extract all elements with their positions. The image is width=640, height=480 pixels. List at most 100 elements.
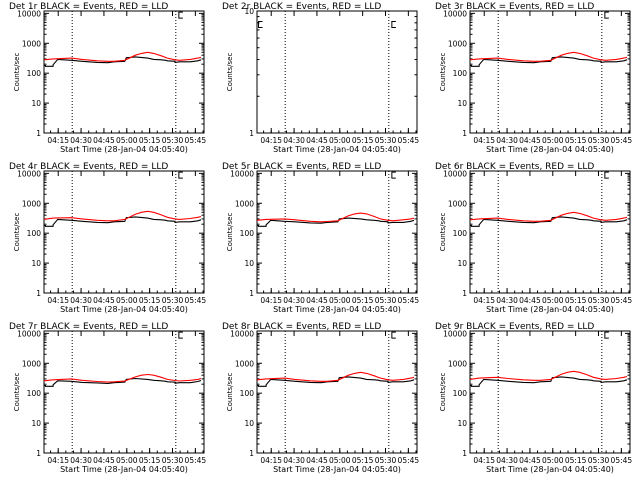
y-tick-label: 100 [453, 69, 468, 78]
bracket-mark [391, 331, 396, 339]
x-tick-label: 04:45 [306, 136, 328, 145]
x-tick-label: 04:15 [473, 296, 495, 305]
y-axis-label: Counts/sec [439, 373, 447, 412]
detector-panel-1: Det 1r BLACK = Events, RED = LLD 1 10 100 10… [9, 2, 206, 154]
x-tick-label: 04:45 [306, 296, 328, 305]
x-tick-label: 04:30 [496, 456, 518, 465]
x-tick-label: 04:15 [47, 456, 69, 465]
x-tick-label: 05:45 [185, 136, 207, 145]
y-axis-label: Counts/sec [439, 53, 447, 92]
lld-rate-line [256, 371, 415, 382]
y-tick-label: 10000 [230, 329, 254, 338]
x-tick-label: 04:45 [519, 136, 541, 145]
x-axis-label: Start Time (28-Jan-04 04:05:40) [273, 145, 401, 154]
x-tick-label: 05:45 [611, 456, 633, 465]
lld-rate-line [256, 212, 415, 223]
y-tick-label: 1 [249, 129, 254, 138]
x-tick-label: 05:30 [375, 296, 397, 305]
events-rate-line [257, 217, 415, 227]
plot-frame [256, 170, 418, 294]
x-axis-label: Start Time (28-Jan-04 04:05:40) [60, 305, 188, 314]
events-rate-line [44, 216, 202, 227]
x-tick-label: 05:00 [116, 296, 138, 305]
panel-title: Det 1r BLACK = Events, RED = LLD [9, 2, 168, 12]
bracket-mark [178, 331, 183, 339]
x-tick-label: 04:30 [70, 296, 92, 305]
y-tick-label: 100 [240, 389, 255, 398]
bracket-mark [604, 171, 609, 179]
y-axis-label: Counts/sec [13, 373, 21, 412]
y-tick-label: 1 [249, 449, 254, 458]
x-tick-label: 05:45 [185, 456, 207, 465]
x-tick-label: 04:45 [93, 296, 115, 305]
x-tick-label: 05:30 [162, 136, 184, 145]
plot-frame [43, 330, 205, 454]
x-tick-label: 04:15 [47, 296, 69, 305]
bracket-mark [178, 11, 183, 19]
bracket-mark [258, 21, 263, 29]
x-tick-label: 05:45 [398, 296, 420, 305]
detector-panel-5: Det 5r BLACK = Events, RED = LLD 1 10 100 10… [222, 162, 419, 314]
panel-title: Det 4r BLACK = Events, RED = LLD [9, 162, 168, 172]
x-axis-label: Start Time (28-Jan-04 04:05:40) [486, 145, 614, 154]
y-tick-label: 1000 [22, 199, 41, 208]
x-tick-label: 04:30 [496, 136, 518, 145]
y-axis-label: Counts/sec [226, 373, 234, 412]
plot-frame [469, 330, 631, 454]
y-tick-label: 10 [457, 99, 467, 108]
x-tick-label: 05:00 [542, 456, 564, 465]
detector-panel-4: Det 4r BLACK = Events, RED = LLD 1 10 100 10… [9, 162, 206, 314]
x-tick-label: 04:30 [70, 136, 92, 145]
y-tick-label: 100 [240, 229, 255, 238]
panel-title: Det 7r BLACK = Events, RED = LLD [9, 322, 168, 332]
detector-panel-7: Det 7r BLACK = Events, RED = LLD 1 10 100 10… [9, 322, 206, 474]
x-tick-label: 04:30 [496, 296, 518, 305]
x-tick-label: 05:00 [542, 136, 564, 145]
y-tick-label: 1000 [22, 359, 41, 368]
y-axis-label: Counts/sec [439, 213, 447, 252]
lld-rate-line [43, 210, 202, 222]
y-tick-label: 1 [249, 289, 254, 298]
x-tick-label: 05:15 [352, 456, 374, 465]
x-tick-label: 05:45 [185, 296, 207, 305]
x-tick-label: 04:15 [260, 296, 282, 305]
x-axis-label: Start Time (28-Jan-04 04:05:40) [60, 145, 188, 154]
y-tick-label: 10 [31, 259, 41, 268]
x-tick-label: 05:00 [329, 456, 351, 465]
bracket-mark [391, 171, 396, 179]
x-tick-label: 05:00 [542, 296, 564, 305]
x-tick-label: 04:15 [47, 136, 69, 145]
events-rate-line [44, 377, 202, 387]
x-tick-label: 05:15 [139, 456, 161, 465]
x-tick-label: 05:00 [329, 136, 351, 145]
panel-title: Det 2r BLACK = Events, RED = LLD [222, 2, 381, 12]
y-tick-label: 1000 [235, 199, 254, 208]
x-axis-label: Start Time (28-Jan-04 04:05:40) [60, 465, 188, 474]
y-tick-label: 10000 [443, 169, 467, 178]
x-tick-label: 04:45 [519, 456, 541, 465]
x-tick-label: 04:45 [306, 456, 328, 465]
y-tick-label: 10 [457, 419, 467, 428]
y-tick-label: 1 [462, 289, 467, 298]
y-axis-label: Counts/sec [13, 53, 21, 92]
y-tick-label: 1 [462, 449, 467, 458]
x-tick-label: 05:15 [139, 296, 161, 305]
x-tick-label: 05:30 [162, 456, 184, 465]
y-tick-label: 1 [36, 449, 41, 458]
detector-panel-3: Det 3r BLACK = Events, RED = LLD 1 10 100 10… [435, 2, 632, 154]
x-tick-label: 05:45 [611, 296, 633, 305]
panel-title: Det 9r BLACK = Events, RED = LLD [435, 322, 594, 332]
detector-panel-2: Det 2r BLACK = Events, RED = LLD 1 10 04:15… [222, 2, 419, 154]
y-tick-label: 10000 [17, 9, 41, 18]
x-tick-label: 04:15 [473, 136, 495, 145]
x-tick-label: 05:15 [139, 136, 161, 145]
x-tick-label: 05:15 [352, 136, 374, 145]
y-tick-label: 100 [453, 229, 468, 238]
y-tick-label: 1 [462, 129, 467, 138]
events-rate-line [44, 56, 202, 67]
y-tick-label: 100 [27, 389, 42, 398]
x-tick-label: 05:45 [398, 456, 420, 465]
events-rate-line [470, 56, 628, 67]
x-tick-label: 04:15 [473, 456, 495, 465]
